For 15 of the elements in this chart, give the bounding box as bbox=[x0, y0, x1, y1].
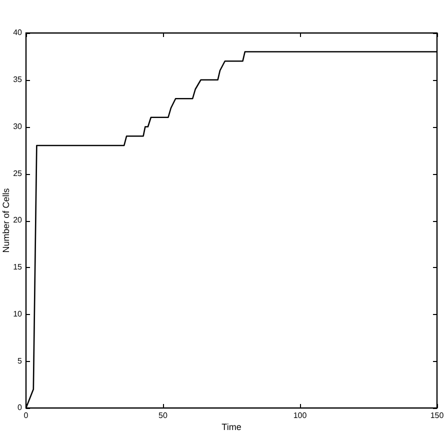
y-tick-label: 5 bbox=[18, 356, 23, 366]
y-tick-label: 30 bbox=[13, 122, 23, 131]
y-tick-label: 10 bbox=[13, 309, 23, 318]
x-tick-label: 0 bbox=[24, 411, 29, 420]
y-tick-label: 15 bbox=[13, 262, 23, 272]
x-tick-label: 150 bbox=[430, 411, 444, 420]
y-tick-label: 20 bbox=[13, 216, 23, 225]
y-tick-label: 35 bbox=[13, 75, 23, 84]
x-tick-label: 50 bbox=[158, 411, 168, 420]
y-tick-label: 25 bbox=[13, 168, 23, 178]
y-tick-label: 0 bbox=[18, 403, 23, 412]
y-axis-title: Number of Cells bbox=[0, 188, 11, 253]
y-tick-label: 40 bbox=[13, 28, 23, 38]
x-tick-label: 100 bbox=[293, 411, 308, 420]
x-axis-title: Time bbox=[222, 422, 242, 432]
